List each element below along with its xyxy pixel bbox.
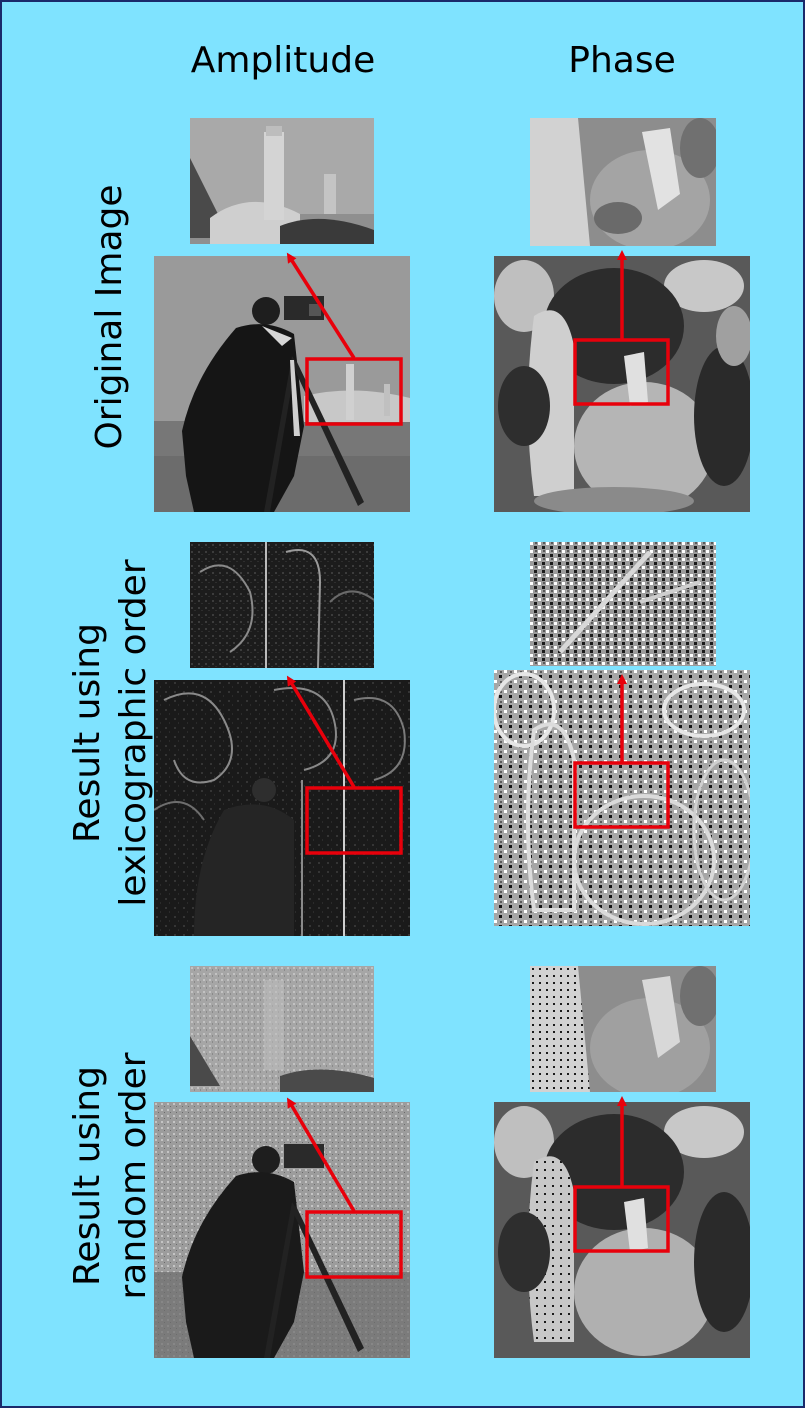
row-label-lexicographic: Result using lexicographic order [65,533,157,933]
row-label-original: Original Image [87,117,133,517]
column-header-amplitude: Amplitude [190,40,376,81]
column-header-phase: Phase [568,40,676,81]
phase-lexicographic-image [494,670,750,926]
amplitude-lexicographic-image [154,680,410,936]
row-label-random: Result using random order [65,976,157,1376]
amplitude-original-zoom [190,118,374,244]
row-label-random-line1: Result using [67,1066,108,1286]
row-label-random-line2: random order [113,1052,154,1300]
row-label-original-line1: Original Image [89,184,130,450]
phase-random-zoom [530,966,716,1092]
phase-original-image [494,256,750,512]
phase-original-zoom [530,118,716,246]
row-label-lexicographic-line1: Result using [67,623,108,843]
amplitude-original-image [154,256,410,512]
amplitude-lexicographic-zoom [190,542,374,668]
amplitude-random-zoom [190,966,374,1092]
phase-lexicographic-zoom [530,542,716,666]
phase-random-image [494,1102,750,1358]
row-label-lexicographic-line2: lexicographic order [113,559,154,907]
amplitude-random-image [154,1102,410,1358]
